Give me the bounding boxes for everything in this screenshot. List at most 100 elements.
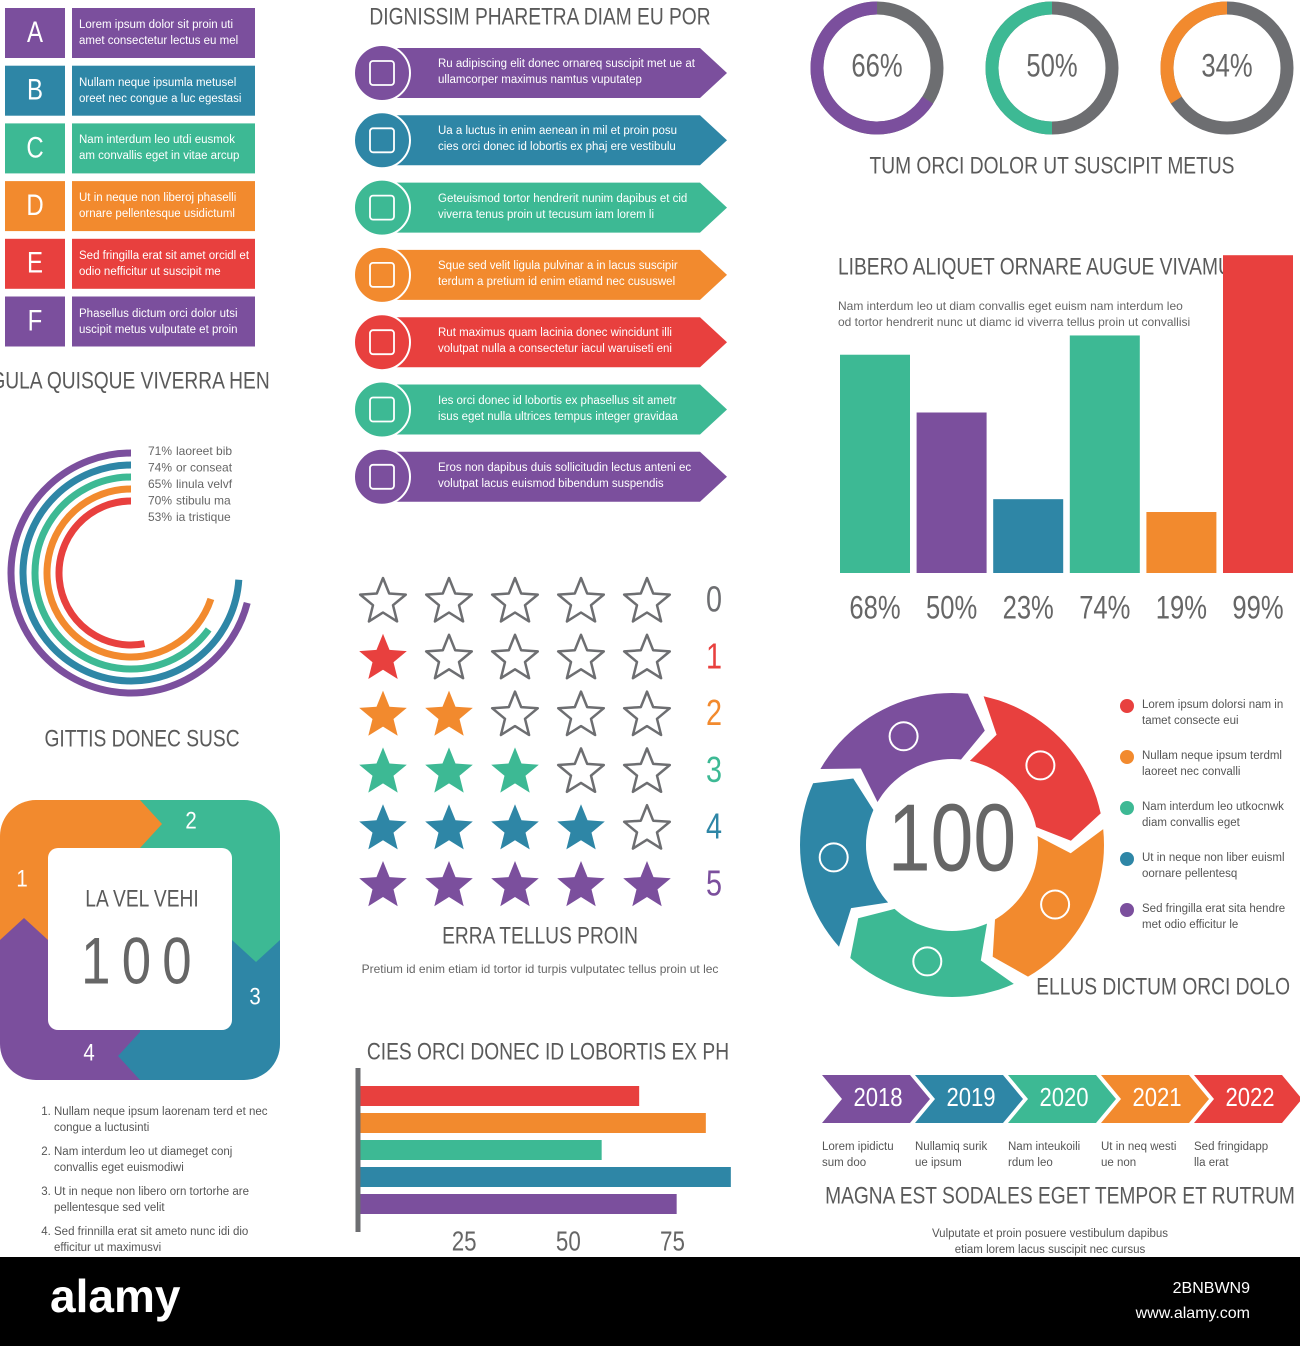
category-label: ia tristique xyxy=(176,510,231,524)
list-item: Sed frinnilla erat sit ameto nunc idi di… xyxy=(54,1224,279,1256)
item-text: Sque sed velit ligula pulvinar a in lacu… xyxy=(438,259,678,288)
item-text: Phasellus dictum orci dolor utsi uscipit… xyxy=(79,307,238,336)
rating-number: 5 xyxy=(706,862,722,903)
list-item: Nullam neque ipsum laorenam terd et nec … xyxy=(54,1104,279,1136)
text-box xyxy=(72,8,255,58)
bar-label: 50% xyxy=(926,591,977,626)
star-filled xyxy=(491,861,539,907)
cycle-arrow xyxy=(800,778,889,947)
star-filled xyxy=(623,861,671,907)
cycle-arrow xyxy=(820,693,985,802)
chart-subtitle: Nam interdum leo ut diam convallis eget … xyxy=(838,299,1191,329)
item-text: Geteuismod tortor hendrerit nunim dapibu… xyxy=(438,192,688,221)
arrow-tip xyxy=(0,918,48,940)
value-label: 71% xyxy=(148,444,172,458)
item-text: Eros non dapibus duis sollicitudin lectu… xyxy=(438,461,692,490)
timeline-chevron xyxy=(915,1075,1023,1123)
icon-circle xyxy=(353,178,411,237)
star-filled xyxy=(491,804,539,850)
star-empty xyxy=(556,633,606,680)
star-filled xyxy=(359,690,407,736)
icon xyxy=(818,842,849,873)
text-box xyxy=(72,181,255,232)
category-label: stibulu ma xyxy=(176,494,231,508)
text-box xyxy=(72,296,255,347)
bar xyxy=(993,499,1064,573)
footer-bar xyxy=(0,1257,1300,1346)
timeline-text: Ut in neq westi ue non xyxy=(1101,1141,1177,1169)
letter: C xyxy=(26,130,43,164)
step-number: 2 xyxy=(185,807,196,834)
footer-brand: alamy xyxy=(50,1270,181,1322)
timeline-year: 2022 xyxy=(1225,1083,1274,1112)
icon xyxy=(369,396,395,423)
icon-circle xyxy=(353,44,411,102)
donut-arc xyxy=(1160,1,1228,104)
icon-circle xyxy=(353,111,411,170)
value-label: 53% xyxy=(148,510,172,524)
step-number: 4 xyxy=(83,1039,94,1066)
chart-title: CIES ORCI DONEC ID LOBORTIS EX PH xyxy=(367,1037,729,1065)
star-empty xyxy=(490,690,540,737)
timeline-year: 2020 xyxy=(1039,1083,1088,1112)
bar-label: 19% xyxy=(1156,591,1207,626)
x-tick-label: 75 xyxy=(660,1226,685,1257)
legend-dot xyxy=(1120,750,1134,764)
star-filled xyxy=(557,804,605,850)
category-label: laoreet bib xyxy=(176,444,232,458)
chart-title: GITTIS DONEC SUSC xyxy=(44,724,239,752)
legend-dot xyxy=(1120,903,1134,917)
cycle-center xyxy=(48,848,232,1030)
rating-number: 0 xyxy=(706,578,722,619)
legend-text: Nullam neque ipsum terdml laoreet nec co… xyxy=(1142,750,1282,778)
section-title: ELLUS DICTUM ORCI DOLO xyxy=(1036,972,1290,1000)
letter: A xyxy=(27,14,44,48)
star-empty xyxy=(622,690,672,737)
timeline-chevron xyxy=(822,1075,930,1123)
bar xyxy=(840,354,910,573)
item-text: Nam interdum leo utdi eusmok am convalli… xyxy=(79,134,240,163)
arrow-tip xyxy=(232,940,280,962)
bar xyxy=(916,412,987,573)
value-label: 65% xyxy=(148,477,172,491)
donut-label: 34% xyxy=(1201,49,1252,84)
star-empty xyxy=(622,633,672,680)
letter: B xyxy=(27,72,43,106)
bar-label: 68% xyxy=(849,591,900,626)
icon xyxy=(1040,889,1071,920)
legend-text: Lorem ipsum dolorsi nam in tamet consect… xyxy=(1142,699,1284,727)
circle-value: 100 xyxy=(888,784,1016,891)
icon xyxy=(369,60,395,86)
arrow-banner xyxy=(395,115,727,166)
star-filled xyxy=(359,747,407,793)
item-text: Sed fringilla erat sit amet orcidl et od… xyxy=(79,249,250,278)
rating-number: 4 xyxy=(706,806,722,847)
star-empty xyxy=(556,576,606,623)
icon xyxy=(888,721,919,752)
star-empty xyxy=(622,803,672,850)
icon-circle xyxy=(353,313,411,372)
arrow-banner xyxy=(395,451,727,502)
icon xyxy=(369,261,395,288)
step-number: 3 xyxy=(249,983,260,1010)
text-box xyxy=(72,123,255,174)
star-filled xyxy=(557,861,605,907)
section-subtitle: Vulputate et proin posuere vestibulum da… xyxy=(931,1228,1169,1256)
star-empty xyxy=(556,690,606,737)
step-number: 1 xyxy=(16,865,27,892)
star-empty xyxy=(358,576,408,623)
timeline-chevron xyxy=(1194,1075,1300,1123)
timeline-year: 2021 xyxy=(1132,1083,1181,1112)
bar-label: 99% xyxy=(1232,591,1283,626)
rating-number: 3 xyxy=(706,749,722,790)
item-text: Ut in neque non liberoj phaselli ornare … xyxy=(79,192,237,221)
section-title: GULA QUISQUE VIVERRA HEN xyxy=(0,366,270,394)
item-text: Rut maximus quam lacinia donec wincidunt… xyxy=(438,327,672,356)
timeline-text: Nullamiq surik ue ipsum xyxy=(915,1141,988,1169)
text-box xyxy=(72,65,255,116)
rating-number: 2 xyxy=(706,692,722,733)
category-label: or conseat xyxy=(176,461,233,475)
timeline-chevron xyxy=(1008,1075,1116,1123)
footer-id: 2BNBWN9 xyxy=(1173,1280,1250,1297)
category-label: linula velvf xyxy=(176,477,233,491)
